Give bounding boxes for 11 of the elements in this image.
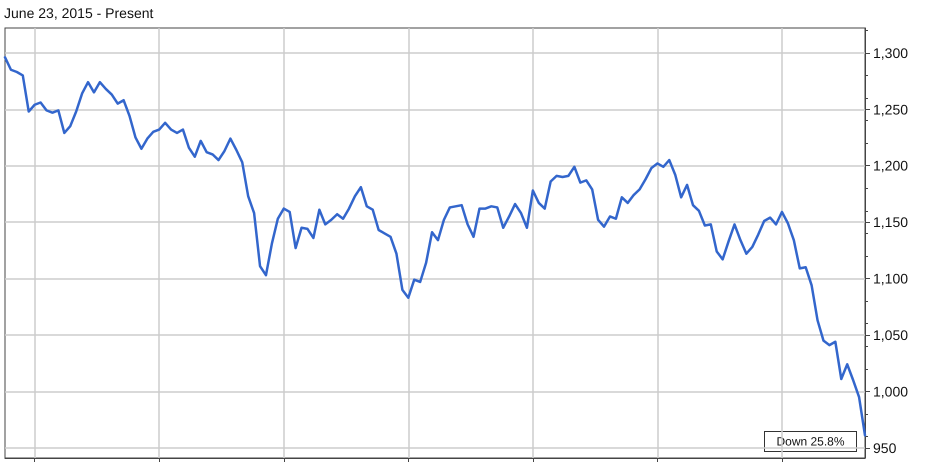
- y-tick-label: 1,100: [873, 270, 908, 287]
- y-tick-label: 1,000: [873, 383, 908, 400]
- y-tick-label: 950: [873, 440, 897, 456]
- y-tick-label: 1,050: [873, 326, 908, 343]
- line-series: [4, 56, 866, 437]
- y-tick-label: 1,300: [873, 44, 908, 61]
- y-tick-label: 1,200: [873, 158, 908, 174]
- annotation: Down 25.8%: [776, 434, 845, 448]
- y-tick-label: 1,150: [873, 214, 908, 230]
- y-tick-label: 1,250: [873, 101, 908, 118]
- chart-title: June 23, 2015 - Present: [4, 5, 154, 21]
